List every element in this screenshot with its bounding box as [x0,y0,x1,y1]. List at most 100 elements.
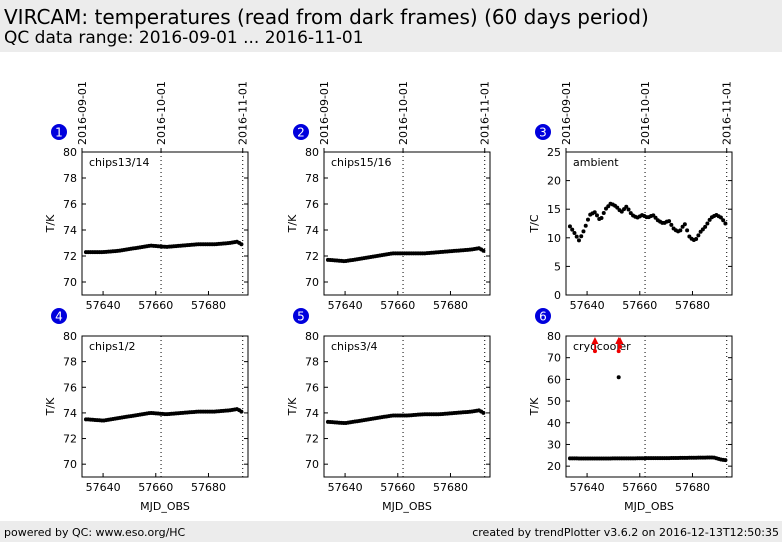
x-tick-label: 57640 [86,481,121,494]
data-point [696,233,701,238]
data-point [723,221,728,226]
y-tick-label: 78 [305,172,319,185]
y-tick-label: 72 [63,433,77,446]
y-tick-label: 80 [63,330,77,343]
data-point [624,204,629,209]
x-tick-label: 57640 [328,481,363,494]
data-point [585,217,590,222]
panel-number: 1 [55,126,63,140]
x-tick-label: 57640 [570,481,605,494]
plot-frame [323,151,491,296]
y-tick-label: 76 [63,198,77,211]
x-tick-label: 57640 [570,299,605,312]
data-point [581,229,586,234]
panel-number: 6 [539,310,547,324]
x-tick-label: 57660 [380,481,415,494]
plot-frame [323,335,491,478]
y-tick-label: 40 [547,417,561,430]
panel-label: chips1/2 [89,340,136,353]
data-point [576,238,581,243]
panel-number-badge [293,308,309,324]
plot-frame [565,151,733,296]
data-point [703,224,708,229]
panel-label: chips13/14 [89,156,150,169]
date-tick-label: 2016-09-01 [560,81,573,145]
y-tick-label: 70 [305,276,319,289]
data-point [616,375,621,380]
data-point [239,242,244,247]
data-point [669,222,674,227]
y-tick-label: 76 [63,381,77,394]
y-tick-label: 50 [547,395,561,408]
date-tick-label: 2016-09-01 [76,81,89,145]
y-tick-label: 80 [547,330,561,343]
panel-number-badge [293,124,309,140]
data-point [572,230,577,235]
x-axis-label: MJD_OBS [382,500,432,513]
data-point [601,211,606,216]
outlier-arrow-head [616,337,624,344]
x-tick-label: 57660 [380,299,415,312]
data-point [570,227,575,232]
y-tick-label: 15 [547,203,561,216]
panel-number: 5 [297,310,305,324]
panel-label: ambient [573,156,619,169]
data-point [481,410,486,415]
data-point [678,228,683,233]
data-point [239,409,244,414]
y-tick-label: 70 [547,352,561,365]
x-tick-label: 57680 [675,299,710,312]
panel-number-badge [535,124,551,140]
y-axis-label: T/C [528,214,541,233]
y-tick-label: 70 [63,458,77,471]
data-point [718,215,723,220]
data-point [685,228,690,233]
page-title: VIRCAM: temperatures (read from dark fra… [4,5,649,29]
footer-powered-by: powered by QC: www.eso.org/HC [4,526,186,539]
x-tick-label: 57660 [138,299,173,312]
plot-frame [81,151,249,296]
y-tick-label: 74 [305,407,319,420]
panel-label: chips3/4 [331,340,378,353]
footer-bar: powered by QC: www.eso.org/HC created by… [0,521,782,542]
panel-number: 2 [297,126,305,140]
data-point [626,207,631,212]
x-tick-label: 57680 [191,299,226,312]
date-tick-label: 2016-10-01 [397,81,410,145]
y-tick-label: 70 [63,276,77,289]
y-tick-label: 0 [554,289,561,302]
data-point [583,223,588,228]
date-tick-label: 2016-10-01 [639,81,652,145]
y-tick-label: 74 [305,224,319,237]
panel-number-badge [535,308,551,324]
y-tick-label: 20 [547,460,561,473]
x-axis-label: MJD_OBS [624,500,674,513]
data-point [592,210,597,215]
date-tick-label: 2016-11-01 [721,81,734,145]
y-tick-label: 72 [63,250,77,263]
data-point [705,221,710,226]
y-tick-label: 10 [547,232,561,245]
data-point [579,234,584,239]
outlier-point [618,344,623,349]
data-point [682,222,687,227]
date-tick-label: 2016-10-01 [155,81,168,145]
x-tick-label: 57660 [622,299,657,312]
data-point [667,219,672,224]
header-bar: VIRCAM: temperatures (read from dark fra… [0,0,782,52]
panel-number: 3 [539,126,547,140]
y-tick-label: 76 [305,198,319,211]
x-tick-label: 57660 [138,481,173,494]
date-tick-label: 2016-09-01 [318,81,331,145]
data-point [481,248,486,253]
y-axis-label: T/K [44,214,57,233]
plot-frame [565,335,733,478]
x-tick-label: 57640 [86,299,121,312]
outlier-point [592,349,597,354]
y-tick-label: 80 [305,146,319,159]
x-tick-label: 57640 [328,299,363,312]
x-tick-label: 57680 [675,481,710,494]
data-point [721,218,726,223]
y-tick-label: 78 [63,172,77,185]
